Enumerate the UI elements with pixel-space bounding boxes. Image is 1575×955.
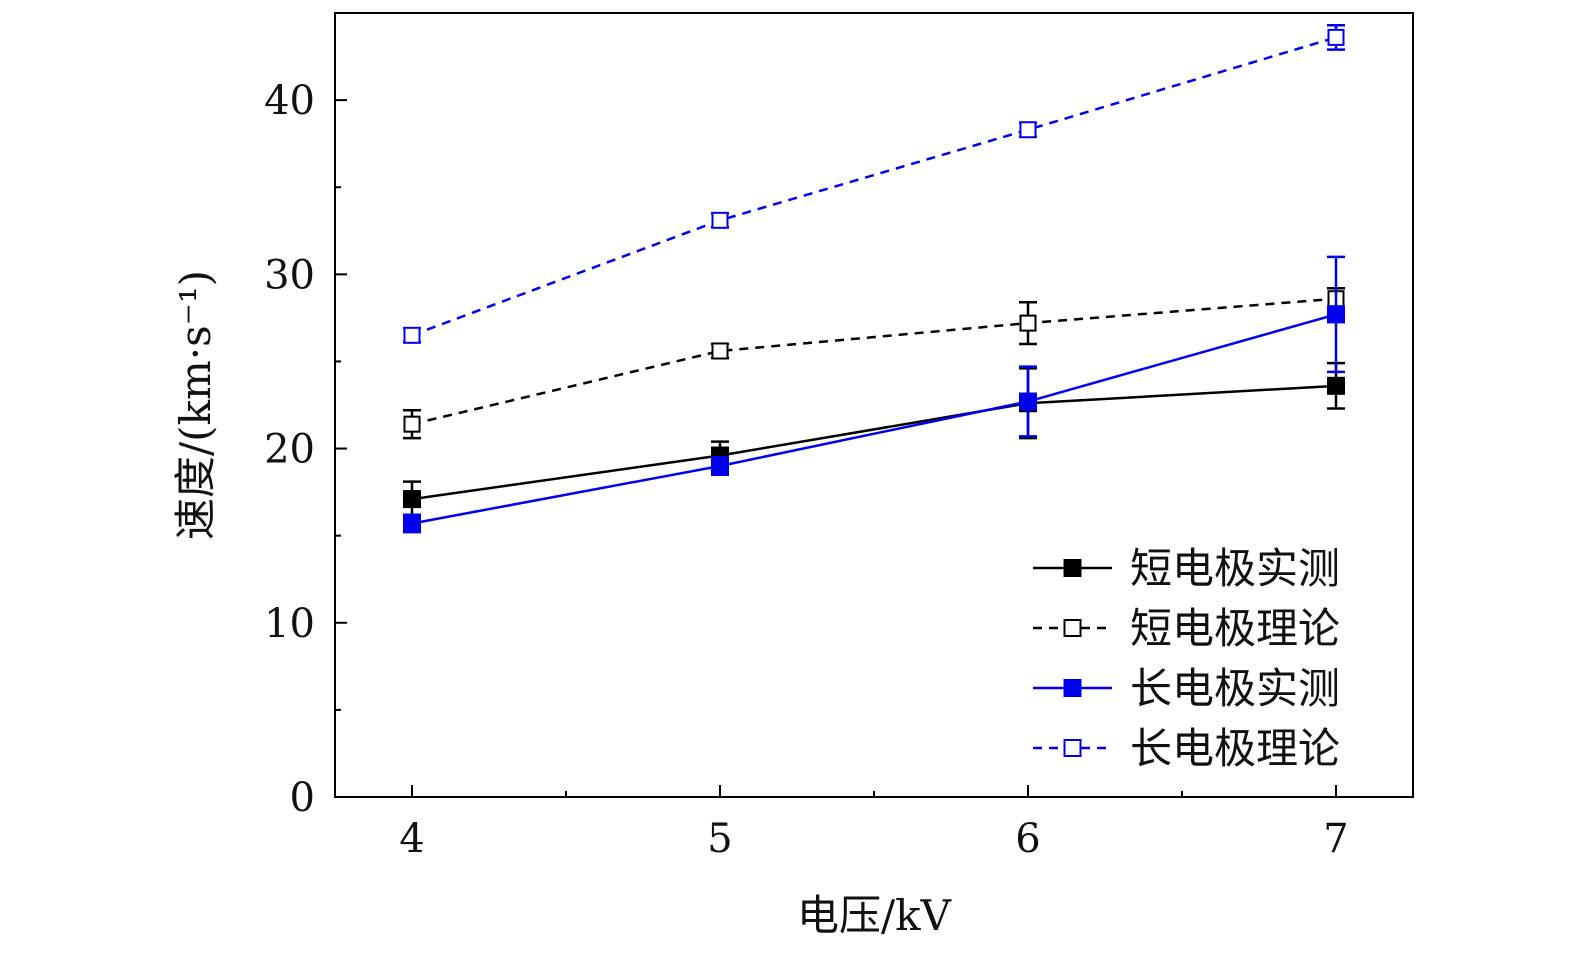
series-1 (403, 361, 1345, 518)
data-point (1327, 28, 1345, 46)
y-axis-label: 速度/(km·s⁻¹) (171, 270, 220, 540)
legend-marker (1063, 619, 1082, 637)
series-line (411, 313, 1337, 525)
legend-item-1: 短电极实测 (1033, 544, 1340, 593)
data-point (1327, 376, 1345, 395)
legend-item-4: 长电极理论 (1033, 724, 1340, 773)
series-4 (403, 23, 1345, 344)
legend-marker (1063, 679, 1082, 697)
legend-item-3: 长电极实测 (1033, 664, 1340, 713)
data-point (403, 415, 421, 433)
y-tick-label: 0 (290, 775, 315, 821)
legend-label: 短电极实测 (1130, 544, 1340, 593)
data-point (1327, 305, 1345, 324)
series-line (411, 297, 1337, 426)
series-3 (403, 255, 1345, 534)
x-tick-label: 5 (707, 816, 732, 862)
legend-marker (1063, 739, 1082, 757)
legend-label: 长电极实测 (1130, 664, 1340, 713)
data-point (403, 514, 421, 533)
data-point (403, 326, 421, 344)
x-axis: 4 5 6 7 (399, 785, 1349, 862)
data-point (403, 490, 421, 509)
x-tick-label: 6 (1015, 816, 1040, 862)
data-point (1019, 121, 1037, 139)
y-tick-label: 10 (264, 601, 315, 647)
legend-item-2: 短电极理论 (1033, 604, 1340, 653)
series-layer (403, 23, 1345, 534)
legend-label: 短电极理论 (1130, 604, 1340, 653)
y-axis: 0 10 20 30 40 (264, 12, 347, 821)
legend-marker (1063, 559, 1082, 577)
data-point (711, 456, 729, 475)
x-axis-label: 电压/kV (797, 891, 952, 940)
legend-label: 长电极理论 (1130, 724, 1340, 773)
y-tick-label: 20 (264, 427, 315, 473)
data-point (711, 342, 729, 360)
data-point (711, 211, 729, 229)
y-tick-label: 30 (264, 252, 315, 298)
data-point (1019, 392, 1037, 411)
series-line (411, 384, 1337, 501)
x-tick-label: 4 (399, 816, 424, 862)
series-2 (403, 287, 1345, 440)
y-tick-label: 40 (264, 78, 315, 124)
data-point (1019, 314, 1037, 332)
x-tick-label: 7 (1323, 816, 1348, 862)
series-line (411, 36, 1337, 337)
